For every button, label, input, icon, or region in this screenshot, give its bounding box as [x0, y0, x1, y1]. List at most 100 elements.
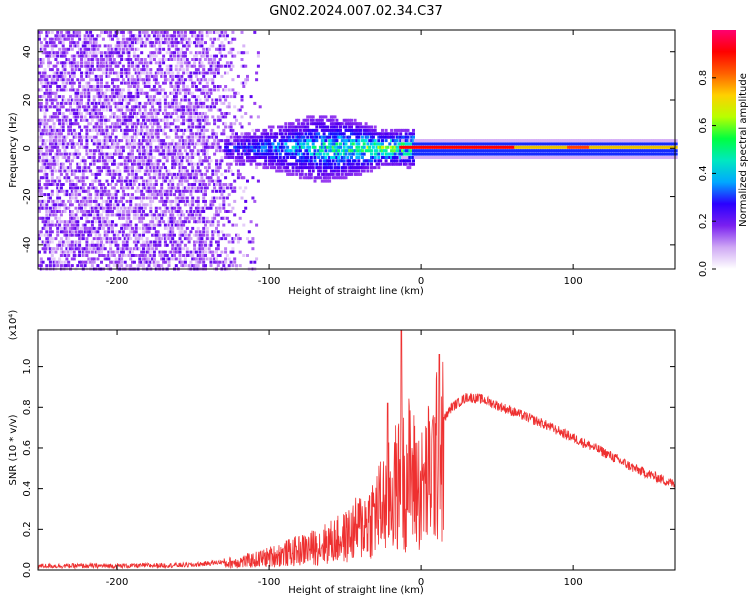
heatmap-cell [48, 125, 52, 129]
heatmap-cell [194, 74, 198, 78]
heatmap-cell [140, 78, 144, 82]
heatmap-cell [178, 260, 182, 264]
heatmap-cell [118, 51, 122, 55]
heatmap-cell [191, 132, 195, 136]
heatmap-cell [89, 213, 93, 217]
heatmap-cell [80, 74, 83, 78]
heatmap-cell [147, 54, 151, 58]
heatmap-cell [264, 142, 268, 146]
heatmap-cell [189, 172, 193, 176]
heatmap-cell [142, 149, 145, 153]
heatmap-cell [236, 108, 240, 112]
heatmap-cell [271, 125, 275, 129]
heatmap-cell [326, 152, 330, 156]
heatmap-cell [215, 54, 218, 58]
heatmap-cell [331, 142, 335, 146]
heatmap-cell [47, 257, 51, 261]
heatmap-cell [160, 30, 164, 34]
heatmap-cell [142, 152, 145, 156]
heatmap-cell [207, 179, 211, 183]
heatmap-cell [100, 122, 103, 126]
heatmap-cell [262, 142, 266, 146]
heatmap-cell [65, 264, 69, 268]
heatmap-cell [384, 159, 388, 163]
heatmap-cell [145, 61, 149, 65]
heatmap-cell [324, 135, 328, 139]
heatmap-cell [45, 108, 49, 112]
heatmap-cell [107, 159, 111, 163]
heatmap-cell [89, 247, 93, 251]
heatmap-cell [236, 91, 240, 95]
heatmap-cell [98, 88, 102, 92]
heatmap-cell [41, 216, 45, 220]
heatmap-cell [207, 122, 211, 126]
heatmap-cell [183, 169, 187, 173]
heatmap-cell [105, 166, 109, 170]
heatmap-cell [154, 166, 158, 170]
heatmap-cell [189, 91, 193, 95]
heatmap-cell [120, 44, 124, 48]
heatmap-cell [295, 152, 299, 156]
heatmap-cell [178, 142, 182, 146]
heatmap-cell [211, 203, 215, 207]
heatmap-cell [174, 135, 178, 139]
heatmap-cell [267, 156, 271, 159]
heatmap-cell [58, 88, 62, 92]
heatmap-cell [72, 41, 76, 45]
heatmap-cell [69, 243, 72, 247]
heatmap-cell [194, 220, 198, 224]
heatmap-cell [171, 172, 175, 176]
heatmap-cell [90, 250, 94, 254]
heatmap-cell [147, 257, 151, 261]
heatmap-cell [162, 142, 166, 146]
heatmap-cell [225, 61, 229, 65]
heatmap-cell [131, 61, 134, 65]
heatmap-cell [134, 61, 138, 65]
heatmap-cell [158, 223, 162, 227]
heatmap-cell [185, 186, 189, 190]
heatmap-cell [189, 128, 193, 132]
heatmap-cell [59, 101, 63, 105]
heatmap-cell [227, 64, 231, 68]
heatmap-cell [198, 179, 202, 183]
heatmap-cell [80, 210, 83, 213]
heatmap-cell [355, 166, 359, 170]
heatmap-cell [162, 162, 166, 166]
heatmap-cell [118, 44, 122, 48]
heatmap-cell [377, 142, 381, 146]
heatmap-cell [171, 112, 175, 115]
heatmap-cell [120, 58, 124, 61]
heatmap-cell [229, 186, 233, 190]
heatmap-cell [87, 91, 91, 95]
heatmap-cell [171, 233, 175, 237]
heatmap-cell [138, 159, 142, 163]
heatmap-cell [165, 237, 169, 241]
heatmap-cell [87, 189, 91, 193]
heatmap-cell [215, 162, 218, 166]
heatmap-cell [47, 74, 51, 78]
heatmap-cell [163, 122, 167, 126]
heatmap-cell [116, 264, 120, 268]
heatmap-cell [96, 122, 100, 126]
heatmap-cell [160, 118, 164, 122]
heatmap-cell [269, 128, 273, 132]
heatmap-cell [224, 142, 228, 146]
heatmap-cell [242, 176, 246, 180]
heatmap-cell [105, 264, 109, 268]
heatmap-cell [140, 250, 144, 254]
heatmap-cell [322, 135, 326, 139]
heatmap-cell [63, 210, 67, 213]
heatmap-cell [107, 226, 111, 230]
heatmap-cell [346, 149, 350, 153]
heatmap-cell [69, 44, 72, 48]
heatmap-cell [38, 183, 41, 186]
heatmap-cell [61, 34, 65, 38]
heatmap-cell [348, 139, 352, 143]
heatmap-cell [256, 64, 260, 68]
heatmap-cell [158, 68, 162, 72]
heatmap-cell [107, 34, 111, 38]
heatmap-cell [173, 166, 176, 170]
heatmap-cell [180, 196, 184, 200]
heatmap-cell [355, 162, 359, 166]
heatmap-cell [384, 152, 388, 156]
